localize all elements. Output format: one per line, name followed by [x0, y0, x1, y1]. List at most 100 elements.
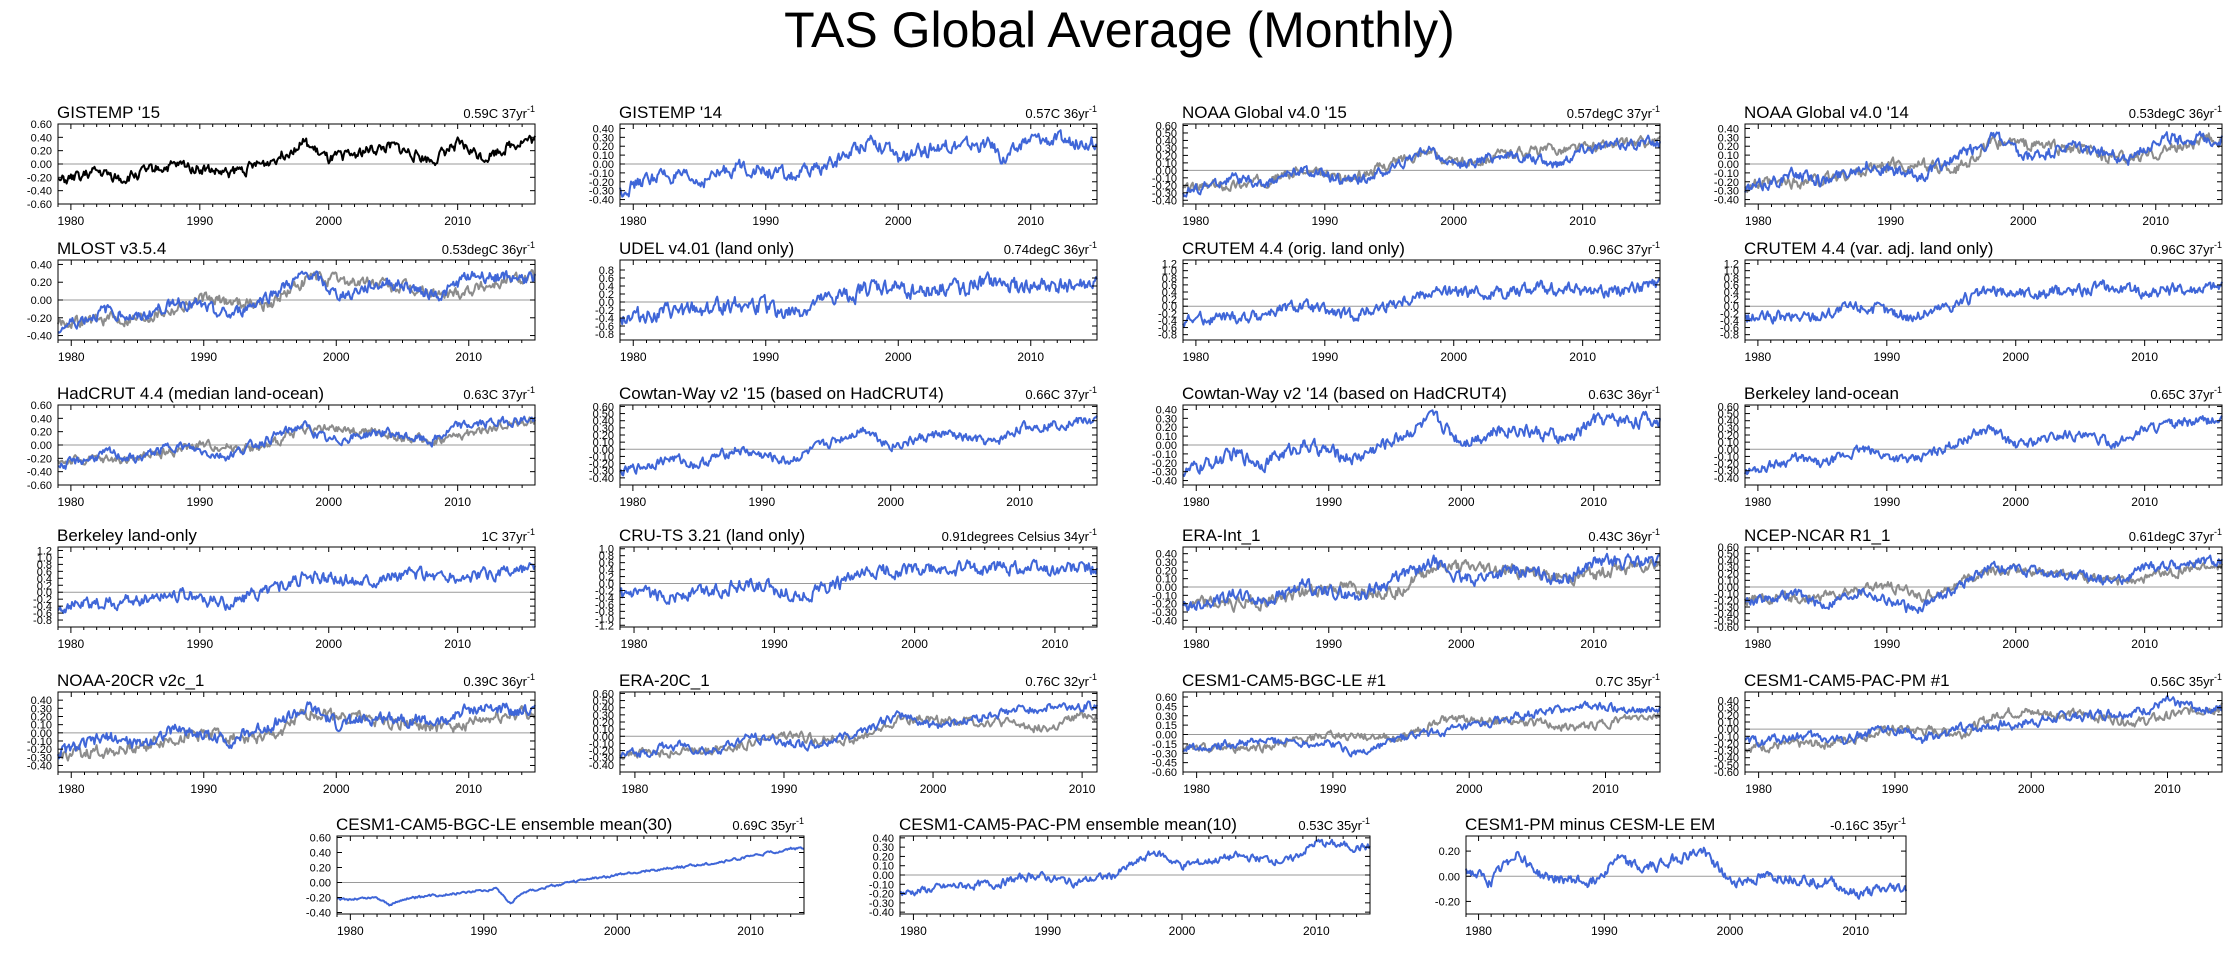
y-tick-label: 0.50: [1718, 549, 1739, 561]
panel-20: CESM1-CAM5-PAC-PM #1 0.56C 35yr -1 0.400.30…: [1714, 671, 2223, 796]
x-tick-label: 1980: [1183, 495, 1210, 509]
series-line-reference: [619, 709, 1098, 760]
y-tick-label: 0.00: [31, 728, 52, 740]
y-tick-label: -0.40: [27, 467, 52, 479]
x-tick-label: 2000: [1448, 495, 1475, 509]
panel-6: UDEL v4.01 (land only) 0.74degC 36yr -1 0.8…: [595, 239, 1098, 364]
x-tick-label: 2010: [455, 350, 482, 364]
plot-frame: [619, 259, 1098, 341]
x-tick-label: 1980: [620, 214, 647, 228]
y-tick-label: -0.10: [589, 168, 614, 180]
y-tick-label: -0.4: [1158, 315, 1177, 327]
x-tick-label: 1990: [752, 350, 779, 364]
y-tick-label: -0.60: [27, 199, 52, 211]
y-tick-label: -0.60: [1714, 767, 1739, 779]
x-tick-label: 1990: [1873, 495, 1900, 509]
y-tick-label: -0.20: [27, 453, 52, 465]
panel-title: NCEP-NCAR R1_1: [1744, 526, 1890, 545]
x-tick-label: 1980: [1745, 495, 1772, 509]
panel-trend-label: 0.96C 37yr: [1588, 242, 1652, 257]
x-tick-label: 1990: [1311, 214, 1338, 228]
x-tick-label: 1980: [1745, 214, 1772, 228]
y-tick-label: -0.60: [1714, 622, 1739, 634]
panel-21: CESM1-CAM5-BGC-LE ensemble mean(30) 0.69C…: [306, 815, 805, 938]
x-tick-label: 2000: [1440, 350, 1467, 364]
panel-trend-superscript: -1: [2214, 527, 2222, 537]
x-tick-label: 1990: [1873, 350, 1900, 364]
y-tick-label: 0.10: [873, 861, 894, 873]
plot-frame: [57, 546, 536, 628]
y-tick-label: 0.30: [593, 710, 614, 722]
x-tick-label: 2000: [901, 637, 928, 651]
panel-title: ERA-20C_1: [619, 671, 710, 690]
panel-trend-label: 0.63C 37yr: [463, 387, 527, 402]
y-tick-label: -0.2: [1158, 308, 1177, 320]
x-tick-label: 1990: [761, 637, 788, 651]
plot-frame: [1744, 691, 2223, 773]
x-tick-label: 2010: [1017, 350, 1044, 364]
y-tick-label: -0.40: [589, 473, 614, 485]
y-tick-label: 0.20: [31, 277, 52, 289]
plot-frame: [1465, 835, 1907, 915]
panel-title: Berkeley land-ocean: [1744, 384, 1899, 403]
series-line-data: [1182, 134, 1661, 198]
y-tick-label: 0.40: [1718, 696, 1739, 708]
series-line-data: [619, 415, 1098, 477]
y-tick-label: 0.2: [599, 289, 614, 301]
y-tick-label: 0.10: [1718, 150, 1739, 162]
x-tick-label: 2010: [1580, 637, 1607, 651]
y-tick-label: -0.10: [589, 451, 614, 463]
y-tick-label: -0.8: [1158, 330, 1177, 342]
panel-trend-label: 0.56C 35yr: [2150, 674, 2214, 689]
y-tick-label: -0.20: [1714, 595, 1739, 607]
y-tick-label: 0.30: [1156, 413, 1177, 425]
y-tick-label: 0.40: [31, 413, 52, 425]
y-tick-label: 0.6: [599, 273, 614, 285]
panel-trend-label: 0.69C 35yr: [732, 818, 796, 833]
y-tick-label: 0.20: [1718, 569, 1739, 581]
y-tick-label: 0.60: [1156, 692, 1177, 704]
panel-10: Cowtan-Way v2 '15 (based on HadCRUT4) 0.6…: [589, 384, 1098, 509]
y-tick-label: -0.30: [1714, 466, 1739, 478]
y-tick-label: -0.20: [1714, 177, 1739, 189]
y-tick-label: 0.40: [1718, 555, 1739, 567]
panel-trend-label: 0.61degC 37yr: [2129, 529, 2215, 544]
panel-trend-superscript: -1: [527, 672, 535, 682]
panel-1: GISTEMP '15 0.59C 37yr -10.600.400.200.00-…: [27, 103, 536, 228]
y-tick-label: -0.40: [589, 195, 614, 207]
y-tick-label: 0.00: [1718, 444, 1739, 456]
y-tick-label: 0.30: [1156, 557, 1177, 569]
y-tick-label: 0.10: [1156, 158, 1177, 170]
y-tick-label: -0.30: [589, 186, 614, 198]
y-tick-label: 1.2: [1162, 259, 1177, 271]
series-line-data: [336, 846, 805, 907]
y-tick-label: 1.0: [1162, 266, 1177, 278]
panel-title: MLOST v3.5.4: [57, 239, 166, 258]
x-tick-label: 2010: [1592, 782, 1619, 796]
panel-trend-label: 0.74degC 36yr: [1004, 242, 1090, 257]
plot-frame: [619, 691, 1098, 773]
y-tick-label: 0.0: [1724, 301, 1739, 313]
series-line-data: [57, 562, 536, 614]
y-tick-label: 0.40: [1156, 135, 1177, 147]
y-tick-label: -0.45: [1152, 758, 1177, 770]
y-tick-label: -0.8: [33, 615, 52, 627]
panel-3: NOAA Global v4.0 '15 0.57degC 37yr -10.600…: [1152, 103, 1661, 228]
y-tick-label: -0.6: [33, 608, 52, 620]
y-tick-label: -0.50: [1714, 760, 1739, 772]
y-tick-label: 0.20: [1439, 846, 1460, 858]
y-tick-label: 0.00: [1718, 582, 1739, 594]
x-tick-label: 1990: [748, 495, 775, 509]
x-tick-label: 1980: [58, 637, 85, 651]
x-tick-label: 1980: [58, 350, 85, 364]
y-tick-label: -0.20: [306, 893, 331, 905]
series-line-data: [57, 270, 536, 334]
y-tick-label: -0.20: [27, 313, 52, 325]
panel-5: MLOST v3.5.4 0.53degC 36yr -1 0.40 0.20 0.00 -…: [27, 239, 536, 364]
y-tick-label: -0.30: [1152, 748, 1177, 760]
panel-title: CESM1-CAM5-PAC-PM #1: [1744, 671, 1950, 690]
y-tick-label: -0.40: [589, 760, 614, 772]
y-tick-label: 0.4: [37, 573, 52, 585]
panel-trend-superscript: -1: [1898, 816, 1906, 826]
